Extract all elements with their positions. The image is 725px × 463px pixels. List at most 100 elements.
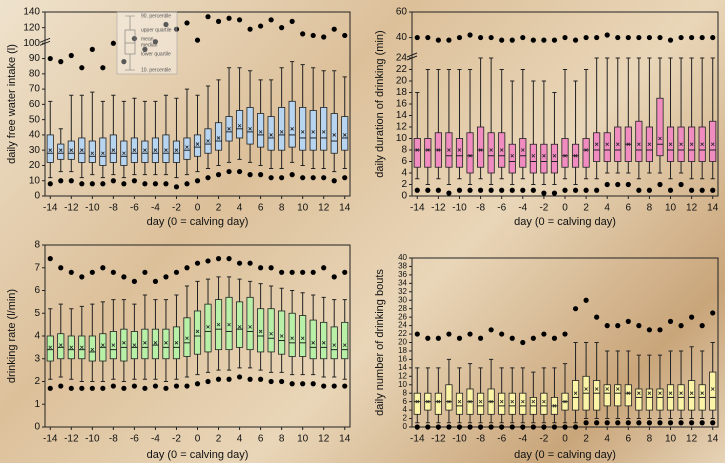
whisker-low — [436, 414, 440, 422]
x-tick-label: -8 — [476, 203, 485, 214]
x-tick-label: 10 — [297, 203, 309, 214]
y-tick-label: 4 — [401, 168, 407, 179]
outlier — [531, 336, 536, 341]
outlier — [163, 181, 168, 186]
x-tick-label: 10 — [297, 434, 309, 445]
whisker-low — [132, 162, 136, 174]
box-body — [572, 381, 578, 411]
whisker-high — [343, 300, 347, 323]
outlier — [489, 35, 494, 40]
outlier — [436, 188, 441, 193]
box — [562, 331, 568, 429]
whisker-high — [237, 279, 241, 302]
outlier — [510, 188, 515, 193]
whisker-high — [626, 58, 630, 127]
whisker-high — [500, 70, 504, 133]
outlier — [436, 424, 441, 429]
y-tick-label: 30 — [398, 295, 407, 304]
outlier — [594, 35, 599, 40]
box — [289, 270, 295, 387]
whisker-low — [521, 414, 525, 422]
whisker-high — [584, 343, 588, 377]
outlier — [111, 270, 116, 275]
box — [583, 298, 589, 426]
box-body — [205, 304, 211, 352]
outlier — [90, 386, 95, 391]
outlier — [499, 38, 504, 43]
y-tick-label: 24 — [398, 321, 407, 330]
whisker-low — [153, 162, 157, 174]
outlier — [594, 188, 599, 193]
box-body — [142, 329, 148, 359]
whisker-high — [259, 80, 263, 114]
outlier — [79, 65, 84, 70]
y-tick-label: 1 — [34, 399, 40, 410]
box-body — [268, 117, 274, 151]
outlier — [615, 182, 620, 187]
y-tick-label: 80 — [29, 68, 41, 79]
outlier — [142, 386, 147, 391]
whisker-low — [332, 359, 336, 377]
box — [657, 35, 663, 187]
outlier — [584, 420, 589, 425]
whisker-low — [101, 361, 105, 381]
box-body — [142, 141, 148, 162]
x-tick-label: -4 — [151, 203, 160, 214]
outlier — [237, 169, 242, 174]
outlier — [311, 33, 316, 38]
outlier — [311, 270, 316, 275]
box — [194, 38, 200, 184]
box — [414, 35, 420, 193]
outlier — [100, 265, 105, 270]
x-tick-label: -10 — [452, 434, 467, 445]
outlier — [226, 256, 231, 261]
outlier — [132, 383, 137, 388]
box — [89, 47, 95, 187]
box-body — [100, 138, 106, 165]
box-body — [194, 311, 200, 354]
whisker-low — [595, 162, 599, 179]
box — [477, 336, 483, 430]
box-body — [625, 385, 631, 406]
outlier — [290, 172, 295, 177]
outlier — [174, 383, 179, 388]
whisker-high — [227, 68, 231, 117]
y-tick-label: 20 — [29, 160, 41, 171]
outlier — [205, 14, 210, 19]
box — [456, 35, 462, 193]
box-body — [530, 144, 536, 173]
whisker-low — [616, 162, 620, 174]
whisker-high — [195, 95, 199, 135]
x-tick-label: -12 — [431, 434, 446, 445]
whisker-high — [573, 81, 577, 144]
outlier — [321, 175, 326, 180]
outlier — [279, 175, 284, 180]
whisker-low — [248, 350, 252, 368]
outlier — [457, 35, 462, 40]
box-body — [520, 139, 526, 168]
whisker-low — [552, 173, 556, 185]
box-body — [456, 393, 462, 414]
whisker-low — [584, 410, 588, 418]
box — [509, 336, 515, 430]
x-tick-label: 14 — [339, 203, 351, 214]
outlier — [153, 383, 158, 388]
box — [68, 53, 74, 183]
outlier — [689, 315, 694, 320]
box — [657, 327, 663, 425]
box — [89, 270, 95, 391]
y-tick-label: 8 — [403, 388, 408, 397]
box-body — [477, 127, 483, 167]
whisker-low — [690, 162, 694, 179]
box — [604, 323, 610, 425]
whisker-low — [290, 356, 294, 374]
outlier — [562, 35, 567, 40]
box — [205, 258, 211, 384]
y-tick-label: 34 — [398, 278, 407, 287]
outlier — [300, 270, 305, 275]
box — [710, 35, 716, 193]
outlier — [615, 420, 620, 425]
whisker-low — [174, 162, 178, 177]
outlier — [499, 424, 504, 429]
box-body — [47, 336, 53, 361]
